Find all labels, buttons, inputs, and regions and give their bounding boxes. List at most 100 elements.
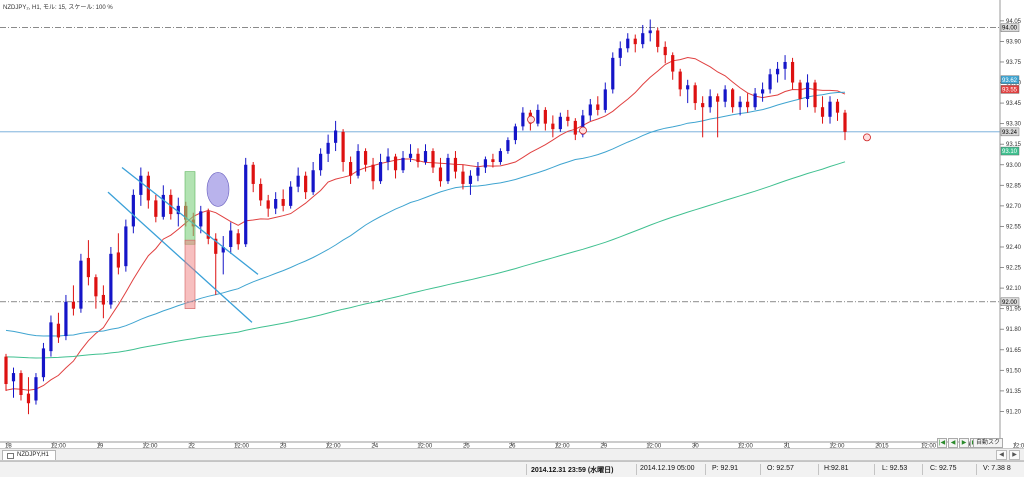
price-tick-label: 93.00 (1006, 163, 1022, 169)
candle-body (304, 175, 308, 193)
price-tick-label: 91.35 (1006, 389, 1022, 395)
candle-body (206, 211, 210, 239)
candle-body (371, 164, 375, 182)
highlight-ellipse (206, 172, 230, 207)
price-tick-label: 93.45 (1006, 101, 1022, 107)
candle-body (790, 61, 795, 83)
candle-body (408, 153, 413, 158)
candle-body (633, 38, 637, 45)
slow-ma-line (5, 161, 846, 359)
candle-body (214, 238, 218, 254)
price-tick-label: 92.85 (1006, 183, 1022, 189)
status-separator (976, 464, 977, 475)
status-separator (760, 464, 761, 475)
thumb-icon (527, 115, 535, 124)
candles (4, 19, 847, 415)
status-p: P: 92.91 (712, 465, 739, 472)
candle-body (79, 260, 83, 309)
candle-body (154, 200, 158, 217)
candle-body (716, 96, 720, 102)
candle-body (259, 183, 263, 201)
candle-body (363, 151, 368, 165)
candle-body (438, 167, 443, 182)
price-tick-label: 92.25 (1006, 266, 1022, 272)
candle-body (221, 246, 225, 253)
candle-body (251, 164, 255, 184)
price-tick-label: 93.90 (1006, 39, 1022, 45)
candle-body (274, 199, 278, 209)
candle-body (491, 159, 495, 163)
horizontal-lines (0, 27, 1000, 303)
candle-body (124, 226, 128, 267)
candle-body (506, 140, 510, 152)
nav-prev-button[interactable]: ◀ (948, 438, 958, 448)
candle-body (386, 156, 390, 163)
auto-scroll-toggle[interactable]: 自動スク (973, 438, 1004, 448)
tab-scroll-right-button[interactable]: ▶ (1009, 450, 1020, 460)
candle-body (611, 57, 615, 90)
candle-body (319, 153, 323, 171)
candle-body (648, 30, 652, 34)
candle-body (783, 61, 787, 69)
time-tick-label: 12:00 (555, 444, 571, 449)
chart-tab-bar: NZDJPY,H1 ◀ ▶ (0, 448, 1024, 461)
chart-tab[interactable]: NZDJPY,H1 (2, 450, 56, 460)
candle-body (543, 109, 547, 124)
candle-body (828, 101, 832, 117)
price-chart[interactable]: NZDJPY₂, H1, モル: 15, スケール: 100 % 94.05 93… (0, 0, 1024, 448)
time-tick-label: 29 (600, 444, 607, 449)
price-axis: 94.0593.9093.7593.6093.4593.3093.1593.00… (1000, 19, 1022, 415)
tab-scroll-left-button[interactable]: ◀ (996, 450, 1007, 460)
price-tick-label: 93.30 (1006, 122, 1022, 128)
candle-body (446, 157, 450, 182)
candle-body (4, 356, 8, 385)
candle-body (835, 101, 840, 113)
candle-body (116, 252, 120, 268)
nav-next-button[interactable]: ▶ (959, 438, 969, 448)
time-tick-label: 12:00 (51, 444, 67, 449)
price-tick-label: 92.70 (1006, 204, 1022, 210)
candle-body (536, 109, 540, 124)
time-tick-label: 22 (188, 444, 195, 449)
candle-body (378, 162, 383, 182)
price-label-text: 94.00 (1002, 26, 1018, 32)
candle-body (41, 348, 46, 378)
candle-body (476, 167, 480, 176)
candle-body (176, 205, 180, 215)
price-tick-label: 91.50 (1006, 368, 1022, 374)
candle-body (723, 89, 727, 102)
status-close: C: 92.75 (930, 465, 957, 472)
candle-body (813, 82, 817, 108)
time-axis: 18 12:00 19 12:00 22 12:00 23 12:00 24 12:00 25 26 1… (5, 442, 1024, 448)
price-label-box (1000, 127, 1020, 137)
price-label-box (1000, 85, 1020, 94)
status-separator (636, 464, 637, 475)
candle-body (708, 96, 712, 108)
time-tick-label: 12:00 (1013, 444, 1024, 449)
time-tick-label: 25 (463, 444, 470, 449)
time-tick-label: 12:00 (417, 444, 433, 449)
time-tick-label: 12:00 (738, 444, 754, 449)
status-current-time: 2014.12.31 23:59 (水曜日) (531, 467, 614, 474)
price-label-text: 93.24 (1002, 130, 1018, 136)
candle-body (693, 85, 697, 104)
time-tick-label: 23 (280, 444, 287, 449)
candle-body (641, 33, 645, 45)
candle-body (468, 175, 473, 184)
price-label-text: 93.62 (1002, 78, 1018, 84)
candle-body (513, 126, 517, 141)
candle-body (236, 233, 240, 245)
nav-first-button[interactable]: |◀ (937, 438, 947, 448)
candle-body (805, 82, 810, 99)
status-separator (922, 464, 923, 475)
chart-window-icon (7, 452, 14, 459)
time-tick-label: 12:00 (921, 444, 937, 449)
candle-body (603, 89, 607, 110)
medium-ma-line (5, 91, 846, 337)
time-tick-label: 31 (784, 444, 791, 449)
candle-body (671, 55, 675, 72)
status-separator (705, 464, 706, 475)
chart-tab-label: NZDJPY,H1 (17, 452, 49, 458)
candle-body (161, 194, 165, 217)
price-label-text: 93.55 (1002, 87, 1018, 93)
